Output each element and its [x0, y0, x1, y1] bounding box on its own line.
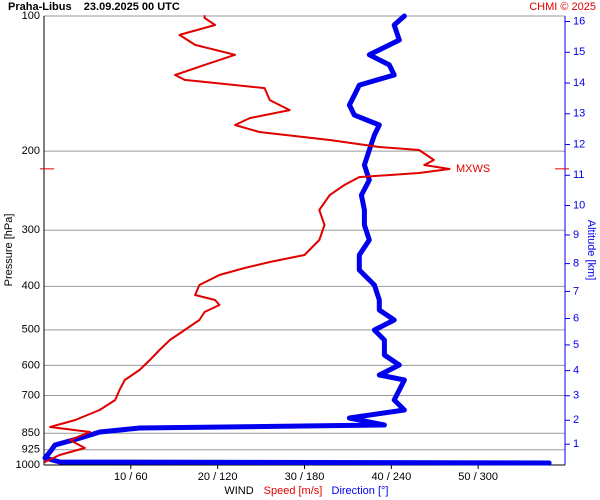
legend-speed: Speed [m/s] [264, 485, 323, 497]
y-tick-label: 925 [22, 444, 40, 456]
direction-line [42, 13, 552, 466]
y2-tick-label: 14 [573, 77, 585, 89]
speed-line [43, 15, 451, 463]
x-tick-label: 50 / 300 [458, 471, 498, 483]
y2-tick-label: 16 [573, 15, 585, 27]
mxws-label: MXWS [456, 163, 490, 175]
y-tick-label: 1000 [16, 459, 40, 471]
y-tick-label: 850 [22, 427, 40, 439]
y-tick-label: 400 [22, 280, 40, 292]
y2-tick-label: 1 [573, 438, 579, 450]
y2-tick-label: 15 [573, 46, 585, 58]
x-tick-label: 20 / 120 [198, 471, 238, 483]
y2-tick-label: 2 [573, 414, 579, 426]
y2-tick-label: 7 [573, 285, 579, 297]
y2-tick-label: 11 [573, 169, 584, 181]
x-tick-label: 30 / 180 [285, 471, 325, 483]
y-tick-label: 200 [22, 145, 40, 157]
x-axis-label: WIND [224, 485, 253, 497]
y-tick-label: 100 [22, 10, 40, 22]
y2-tick-label: 6 [573, 312, 579, 324]
chart-title: Praha-Libus 23.09.2025 00 UTC [8, 1, 180, 13]
credit: CHMI © 2025 [529, 1, 596, 13]
y-tick-label: 700 [22, 389, 40, 401]
y2-tick-label: 8 [573, 258, 579, 270]
y2-tick-label: 12 [573, 138, 585, 150]
y-tick-label: 500 [22, 324, 40, 336]
y-tick-label: 600 [22, 359, 40, 371]
y2-tick-label: 3 [573, 390, 579, 402]
x-tick-label: 10 / 60 [114, 471, 148, 483]
legend-direction: Direction [°] [332, 485, 389, 497]
y2-tick-label: 9 [573, 229, 579, 241]
y2-tick-label: 13 [573, 108, 585, 120]
y-axis-label: Pressure [hPa] [3, 214, 15, 287]
y2-tick-label: 10 [573, 199, 585, 211]
y2-axis-label: Altitude [km] [585, 220, 597, 281]
y2-tick-label: 5 [573, 339, 579, 351]
y-tick-label: 300 [22, 224, 40, 236]
y2-tick-label: 4 [573, 365, 579, 377]
x-tick-label: 40 / 240 [371, 471, 411, 483]
